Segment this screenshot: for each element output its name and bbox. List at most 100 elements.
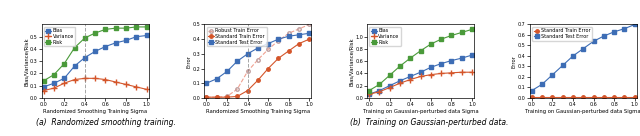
Y-axis label: Error: Error [186,55,191,68]
Variance [92,78,99,79]
Standard Test Error [621,28,628,30]
Bias [447,60,455,61]
Y-axis label: Error: Error [512,55,516,68]
Legend: Standard Train Error, Standard Test Error: Standard Train Error, Standard Test Erro… [532,27,592,41]
Standard Test Error [600,35,608,37]
Variance [376,91,383,93]
Risk [70,47,78,49]
Standard Train Error [611,97,618,98]
Risk [92,32,99,34]
Standard Train Error [213,96,221,98]
Robust Train Error [244,71,252,72]
X-axis label: Randomized Smoothing Training Sigma: Randomized Smoothing Training Sigma [206,109,310,114]
Legend: Robust Train Error, Standard Train Error, Standard Test Error: Robust Train Error, Standard Train Error… [207,27,267,46]
Line: Variance: Variance [41,76,149,93]
Line: Robust Train Error: Robust Train Error [205,23,311,99]
Line: Bias: Bias [367,53,474,96]
Standard Test Error [264,43,272,44]
Bias [376,90,383,91]
Risk [468,29,476,30]
Bias [427,67,435,68]
Bias [60,78,68,79]
Bias [437,63,445,64]
Variance [365,93,373,95]
X-axis label: Training on Gaussian-perturbed data Sigma: Training on Gaussian-perturbed data Sigm… [363,109,478,114]
Standard Train Error [589,97,597,98]
Standard Train Error [234,96,241,97]
Text: (b)  Training on Gaussian-perturbed data.: (b) Training on Gaussian-perturbed data. [349,118,508,127]
Risk [406,57,414,59]
Risk [376,84,383,85]
Variance [70,79,78,80]
Standard Train Error [559,97,566,98]
Robust Train Error [285,33,292,34]
Bias [396,80,404,82]
Standard Train Error [244,90,252,91]
Standard Train Error [285,50,292,52]
Bias [132,36,140,38]
Line: Standard Train Error: Standard Train Error [530,96,636,99]
Bias [50,82,58,84]
Risk [112,27,120,29]
Bias [417,71,424,73]
Bias [386,85,394,86]
Bias [40,86,47,88]
Bias [102,46,109,47]
Y-axis label: Bias/Variance/Risk: Bias/Variance/Risk [24,37,29,86]
Risk [427,43,435,45]
Standard Test Error [528,90,536,91]
Standard Test Error [234,60,241,62]
Risk [417,50,424,52]
Line: Risk: Risk [367,28,474,92]
Standard Test Error [559,65,566,66]
Standard Train Error [569,97,577,98]
Standard Test Error [579,48,587,49]
Bias [365,93,373,95]
Risk [386,75,394,76]
Standard Train Error [264,68,272,69]
Robust Train Error [254,59,262,61]
Standard Train Error [305,38,313,40]
Bias [468,54,476,56]
Y-axis label: Bias/Variance/Risk: Bias/Variance/Risk [349,37,354,86]
Risk [143,26,150,28]
Standard Train Error [295,43,303,44]
Risk [122,27,130,29]
Variance [437,73,445,74]
Standard Test Error [202,82,210,84]
Standard Test Error [254,47,262,49]
Legend: Bias, Variance, Risk: Bias, Variance, Risk [44,27,76,46]
Standard Train Error [528,97,536,98]
Standard Test Error [631,24,639,25]
Standard Train Error [579,97,587,98]
Standard Test Error [223,71,231,72]
Risk [60,63,68,64]
Robust Train Error [275,40,282,41]
Variance [143,89,150,90]
X-axis label: Randomized Smoothing Training Sigma: Randomized Smoothing Training Sigma [43,109,147,114]
Risk [396,65,404,67]
Bias [70,65,78,67]
Variance [386,87,394,88]
Variance [427,74,435,75]
Variance [396,82,404,84]
Standard Test Error [611,31,618,33]
Standard Test Error [275,38,282,40]
Bias [92,51,99,52]
Risk [50,74,58,75]
Variance [458,71,465,73]
Standard Test Error [569,55,577,57]
Robust Train Error [213,96,221,98]
Bias [122,40,130,41]
Risk [365,90,373,91]
Line: Standard Train Error: Standard Train Error [205,37,311,99]
Legend: Bias, Variance, Risk: Bias, Variance, Risk [369,27,401,46]
Variance [112,81,120,83]
Standard Train Error [254,79,262,81]
Risk [458,32,465,33]
Variance [468,71,476,73]
Risk [40,80,47,82]
Line: Bias: Bias [42,34,148,89]
Robust Train Error [305,24,313,25]
Standard Train Error [600,97,608,98]
